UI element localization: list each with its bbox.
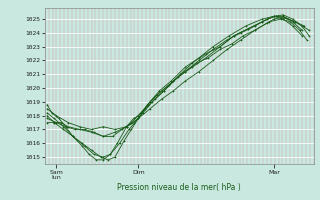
X-axis label: Pression niveau de la mer( hPa ): Pression niveau de la mer( hPa ) [117, 183, 241, 192]
